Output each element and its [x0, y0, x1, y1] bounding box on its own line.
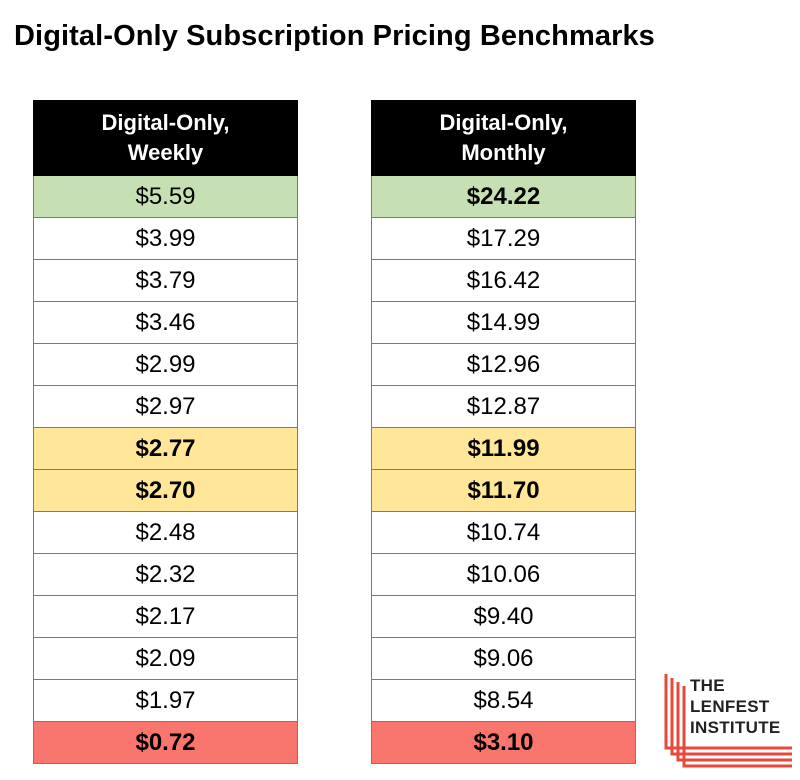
weekly-table-body: $5.59 $3.99 $3.79 $3.46 $2.99 $2.97 $2.77 $2.70…: [33, 175, 298, 764]
monthly-price-cell: $17.29: [371, 217, 636, 260]
logo-text-line2: LENFEST: [690, 697, 770, 716]
monthly-price-table: Digital-Only, Monthly $24.22 $17.29 $16.42…: [371, 100, 636, 764]
monthly-price-cell: $3.10: [371, 721, 636, 764]
weekly-price-row: $2.32: [33, 553, 298, 596]
weekly-price-cell: $2.70: [33, 469, 298, 512]
monthly-price-row: $17.29: [371, 217, 636, 260]
weekly-price-row: $2.97: [33, 385, 298, 428]
monthly-price-cell: $16.42: [371, 259, 636, 302]
monthly-price-row: $24.22: [371, 175, 636, 218]
logo-text-line3: INSTITUTE: [690, 718, 781, 737]
weekly-price-cell: $2.09: [33, 637, 298, 680]
weekly-price-cell: $1.97: [33, 679, 298, 722]
monthly-price-row: $3.10: [371, 721, 636, 764]
monthly-price-cell: $12.87: [371, 385, 636, 428]
monthly-price-cell: $12.96: [371, 343, 636, 386]
weekly-price-row: $5.59: [33, 175, 298, 218]
weekly-price-cell: $5.59: [33, 175, 298, 218]
weekly-price-row: $3.46: [33, 301, 298, 344]
monthly-price-cell: $11.99: [371, 427, 636, 470]
monthly-price-cell: $8.54: [371, 679, 636, 722]
monthly-price-row: $9.40: [371, 595, 636, 638]
weekly-price-cell: $2.32: [33, 553, 298, 596]
monthly-price-cell: $9.40: [371, 595, 636, 638]
monthly-price-cell: $14.99: [371, 301, 636, 344]
weekly-price-row: $2.48: [33, 511, 298, 554]
monthly-price-row: $10.06: [371, 553, 636, 596]
weekly-price-cell: $3.99: [33, 217, 298, 260]
logo-line: [676, 682, 792, 762]
weekly-price-table: Digital-Only, Weekly $5.59 $3.99 $3.79 $3.4…: [33, 100, 298, 764]
monthly-price-row: $8.54: [371, 679, 636, 722]
monthly-price-cell: $10.74: [371, 511, 636, 554]
weekly-price-cell: $2.48: [33, 511, 298, 554]
monthly-price-row: $10.74: [371, 511, 636, 554]
logo-line: [682, 686, 792, 768]
monthly-price-row: $12.96: [371, 343, 636, 386]
monthly-column-header: Digital-Only, Monthly: [371, 100, 636, 176]
weekly-price-cell: $0.72: [33, 721, 298, 764]
weekly-price-cell: $3.46: [33, 301, 298, 344]
monthly-price-row: $9.06: [371, 637, 636, 680]
lenfest-logo-icon: [664, 674, 792, 768]
weekly-header-line2: Weekly: [127, 140, 204, 165]
weekly-price-cell: $2.17: [33, 595, 298, 638]
weekly-price-row: $2.77: [33, 427, 298, 470]
weekly-price-row: $2.99: [33, 343, 298, 386]
monthly-price-row: $16.42: [371, 259, 636, 302]
weekly-price-row: $3.99: [33, 217, 298, 260]
monthly-price-row: $12.87: [371, 385, 636, 428]
monthly-table-body: $24.22 $17.29 $16.42 $14.99 $12.96 $12.87 $11.…: [371, 175, 636, 764]
monthly-price-cell: $10.06: [371, 553, 636, 596]
monthly-price-cell: $11.70: [371, 469, 636, 512]
weekly-price-cell: $2.99: [33, 343, 298, 386]
weekly-price-row: $2.70: [33, 469, 298, 512]
weekly-price-row: $0.72: [33, 721, 298, 764]
weekly-price-cell: $2.77: [33, 427, 298, 470]
page-title: Digital-Only Subscription Pricing Benchm…: [14, 20, 655, 52]
monthly-price-cell: $24.22: [371, 175, 636, 218]
weekly-price-cell: $2.97: [33, 385, 298, 428]
weekly-price-row: $2.09: [33, 637, 298, 680]
logo-text-line1: THE: [690, 676, 725, 695]
logo-line: [664, 674, 792, 750]
monthly-price-row: $11.99: [371, 427, 636, 470]
weekly-price-row: $1.97: [33, 679, 298, 722]
monthly-header-line1: Digital-Only,: [439, 110, 568, 135]
monthly-price-row: $11.70: [371, 469, 636, 512]
logo-line: [670, 678, 792, 756]
monthly-price-row: $14.99: [371, 301, 636, 344]
weekly-price-row: $3.79: [33, 259, 298, 302]
weekly-price-row: $2.17: [33, 595, 298, 638]
monthly-price-cell: $9.06: [371, 637, 636, 680]
weekly-header-line1: Digital-Only,: [101, 110, 230, 135]
weekly-price-cell: $3.79: [33, 259, 298, 302]
monthly-header-line2: Monthly: [461, 140, 546, 165]
weekly-column-header: Digital-Only, Weekly: [33, 100, 298, 176]
